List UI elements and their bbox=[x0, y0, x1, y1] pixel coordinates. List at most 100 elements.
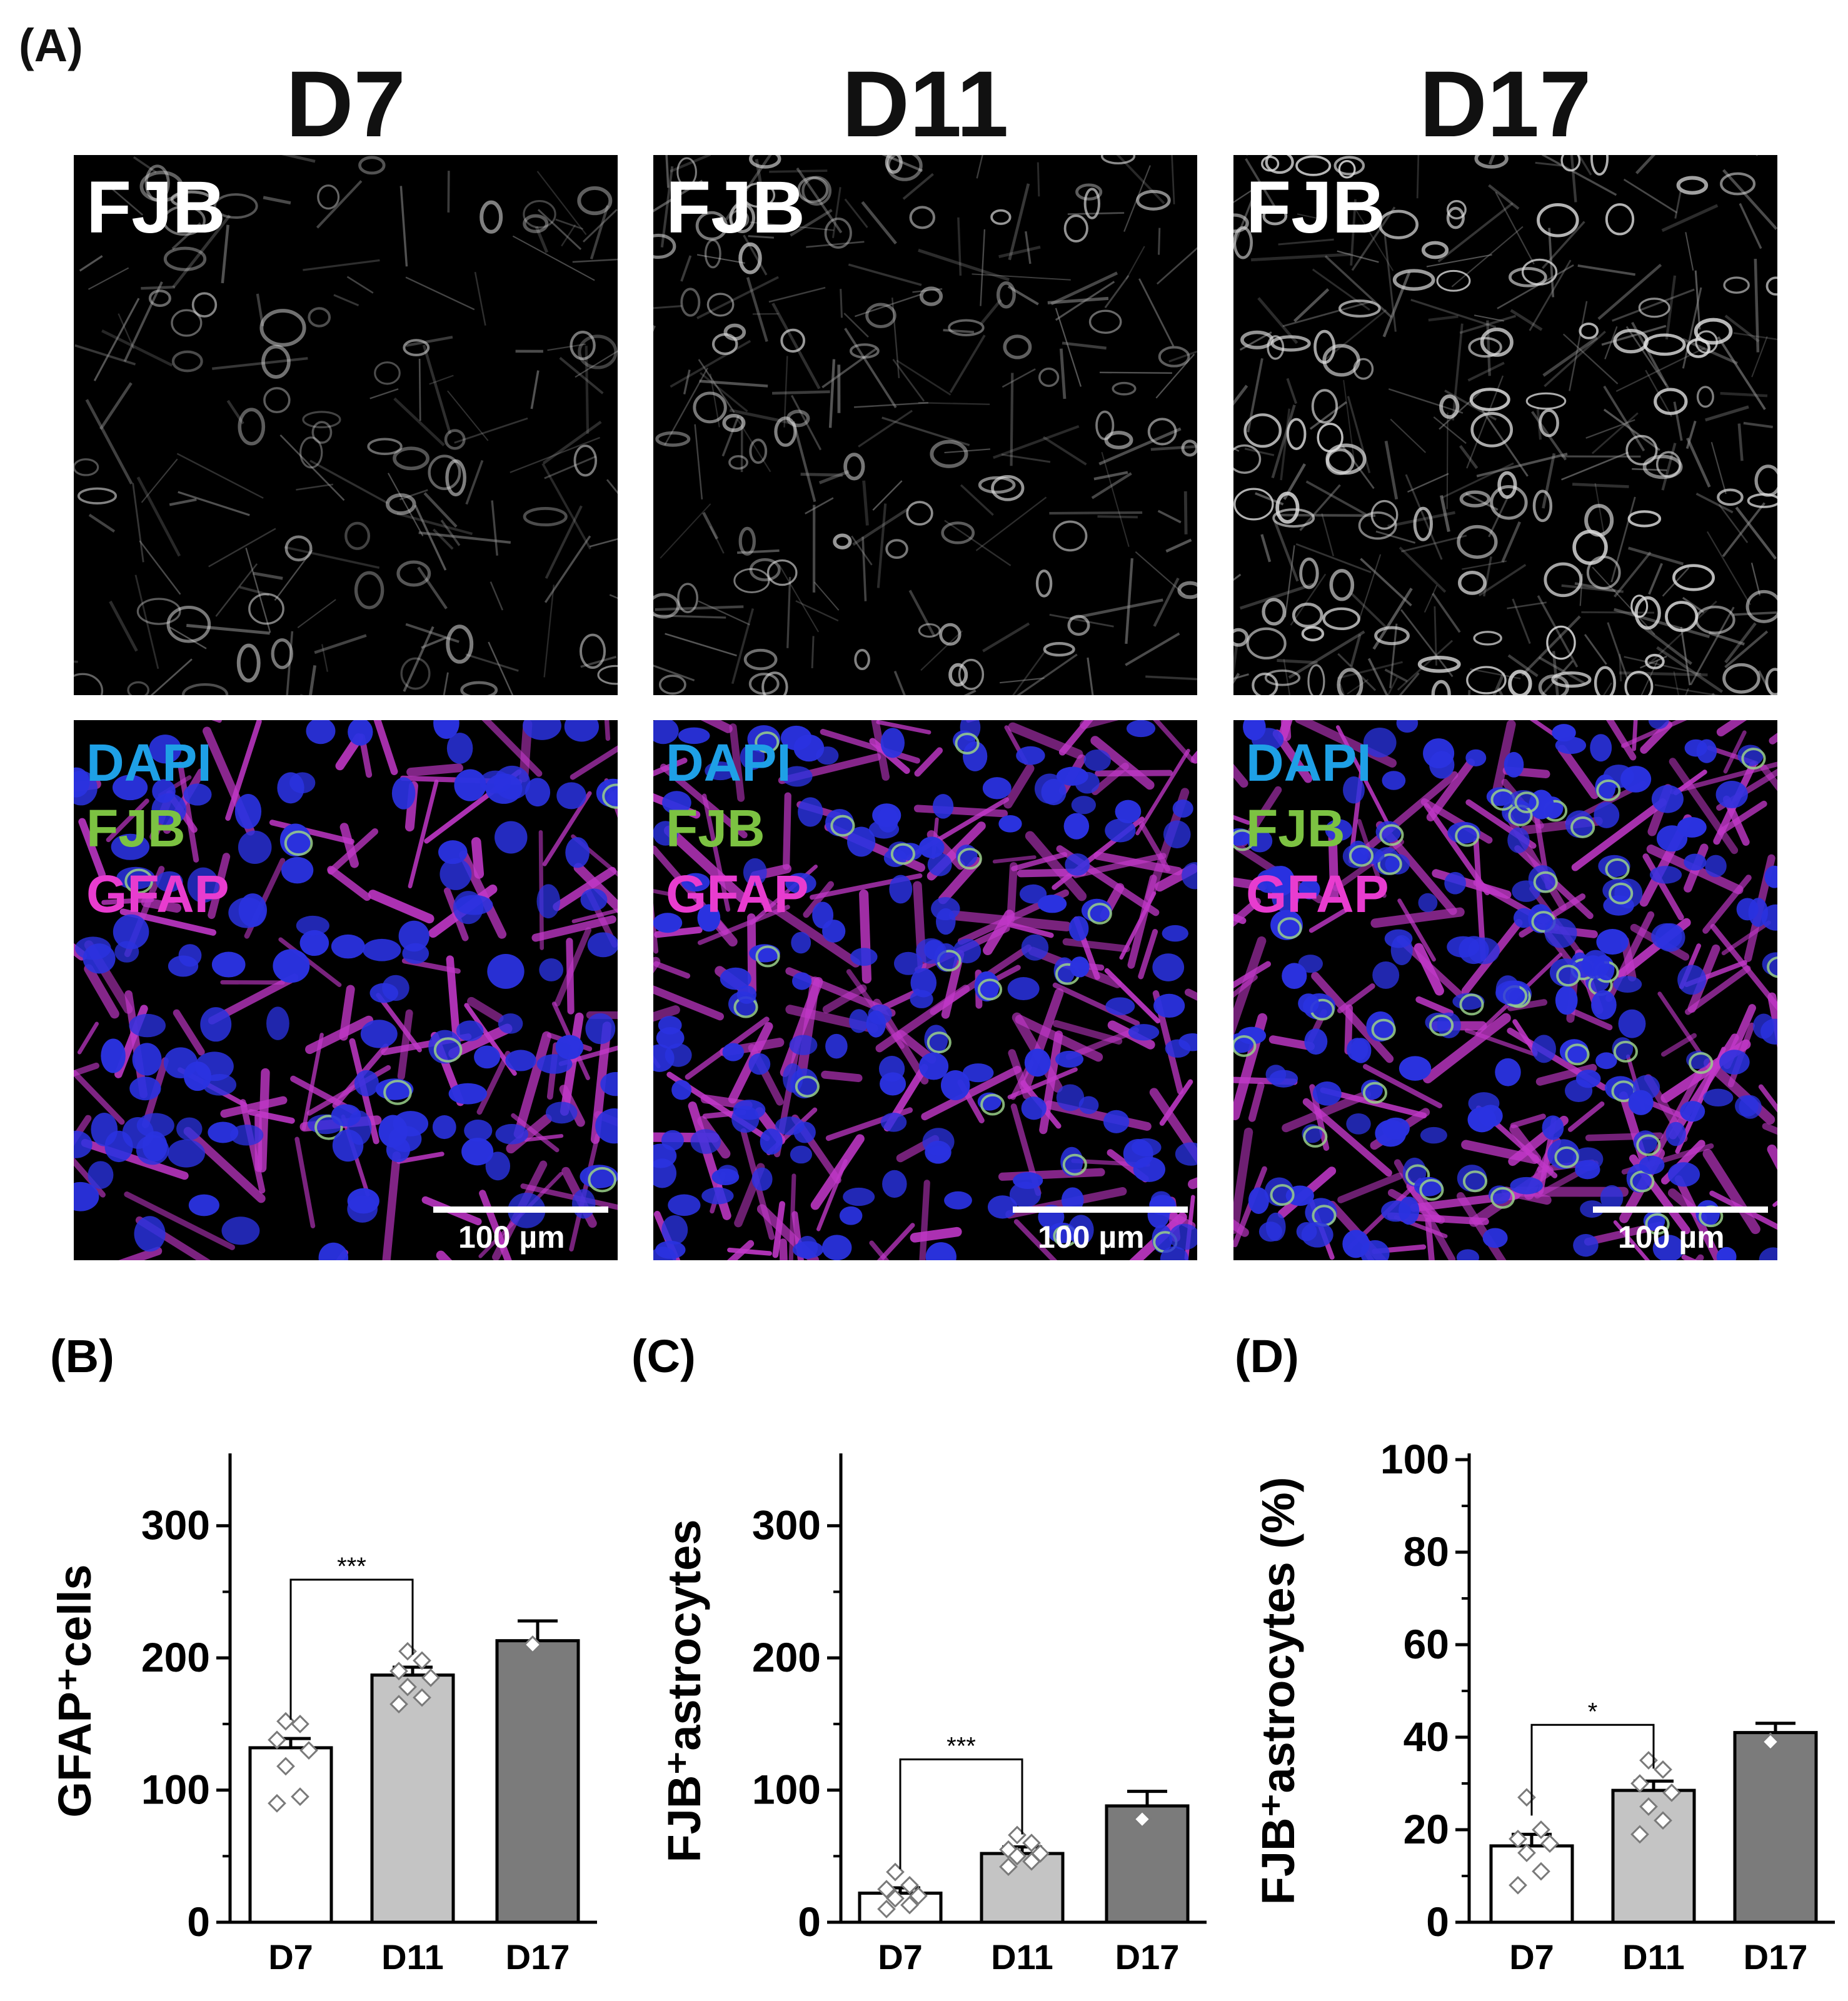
cell-process bbox=[465, 459, 484, 505]
fjb-cell bbox=[1497, 471, 1517, 499]
dapi-nucleus bbox=[556, 782, 586, 810]
cell-process bbox=[1049, 613, 1114, 628]
dapi-nucleus bbox=[661, 1130, 684, 1151]
cell-process bbox=[176, 453, 264, 499]
fjb-cell bbox=[1413, 506, 1433, 541]
dapi-nucleus bbox=[1600, 1185, 1624, 1211]
fjb-cell bbox=[1609, 882, 1634, 905]
dapi-nucleus bbox=[998, 815, 1022, 833]
cell-process bbox=[821, 348, 877, 389]
fjb-cell bbox=[308, 307, 331, 328]
fjb-cell bbox=[597, 664, 618, 685]
y-axis-label: GFAP⁺cells bbox=[49, 1564, 101, 1817]
fjb-cell bbox=[433, 1037, 463, 1063]
cell-process bbox=[423, 492, 458, 528]
y-tick-label: 100 bbox=[141, 1767, 210, 1813]
dapi-nucleus bbox=[722, 1043, 745, 1061]
gfap-process bbox=[1397, 898, 1436, 962]
dapi-nucleus bbox=[748, 1053, 771, 1075]
dapi-nucleus bbox=[1447, 936, 1480, 958]
fjb-cell bbox=[830, 815, 855, 837]
gfap-process bbox=[124, 1191, 235, 1250]
gfap-process bbox=[1233, 763, 1248, 788]
fjb-cell bbox=[1747, 493, 1777, 508]
cell-process bbox=[1612, 288, 1695, 322]
fjb-cell bbox=[1462, 1170, 1488, 1193]
fjb-cell bbox=[833, 533, 852, 549]
dapi-nucleus bbox=[1298, 955, 1323, 973]
fjb-cell bbox=[1075, 183, 1103, 201]
gfap-process bbox=[1632, 720, 1638, 751]
cell-process bbox=[683, 369, 691, 394]
cell-process bbox=[1709, 631, 1745, 646]
cell-process bbox=[169, 626, 207, 649]
gfap-process bbox=[1153, 720, 1195, 763]
cell-process bbox=[1233, 384, 1248, 406]
cell-process bbox=[1001, 453, 1051, 463]
cell-process bbox=[1682, 596, 1705, 613]
fjb-cell bbox=[263, 387, 291, 414]
cell-process bbox=[1171, 155, 1175, 204]
cell-process bbox=[1569, 301, 1588, 391]
gfap-process bbox=[1461, 1140, 1540, 1165]
bar-d17 bbox=[1105, 1804, 1190, 1924]
fjb-cell bbox=[890, 843, 915, 865]
cell-process bbox=[862, 480, 869, 526]
gfap-process bbox=[84, 964, 119, 1019]
cell-process bbox=[1233, 643, 1238, 681]
fjb-cell bbox=[749, 155, 781, 169]
gfap-process bbox=[1702, 875, 1752, 934]
fjb-cell bbox=[1333, 156, 1365, 176]
cell-process bbox=[1720, 391, 1768, 398]
fjb-cell bbox=[843, 453, 865, 481]
cell-process bbox=[561, 224, 576, 247]
fjb-cell bbox=[1636, 1134, 1661, 1156]
cell-process bbox=[1358, 554, 1382, 622]
cell-process bbox=[1685, 232, 1694, 271]
channel-label-gfap-d17: GFAP bbox=[1246, 865, 1389, 923]
fjb-cell bbox=[1439, 394, 1460, 419]
dapi-nucleus bbox=[1021, 934, 1049, 961]
cell-process bbox=[1282, 300, 1373, 328]
fjb-cell bbox=[742, 182, 776, 208]
cell-process bbox=[1739, 203, 1762, 249]
dapi-nucleus bbox=[132, 1043, 162, 1076]
y-tick-label: 200 bbox=[141, 1634, 210, 1680]
gfap-process bbox=[1091, 762, 1129, 795]
dapi-nucleus bbox=[1510, 1176, 1543, 1195]
fjb-cell bbox=[170, 190, 213, 209]
cell-process bbox=[418, 531, 511, 544]
dapi-nucleus bbox=[163, 1047, 198, 1079]
cell-process bbox=[1648, 600, 1717, 665]
gfap-process bbox=[1337, 1172, 1403, 1203]
gfap-process bbox=[729, 723, 745, 802]
dapi-nucleus bbox=[114, 941, 139, 963]
dapi-nucleus bbox=[1152, 953, 1185, 981]
cell-process bbox=[813, 581, 840, 611]
cell-process bbox=[1280, 408, 1291, 481]
cell-process bbox=[1432, 593, 1461, 633]
fjb-cell bbox=[1003, 334, 1032, 359]
fjb-cell bbox=[1100, 155, 1136, 165]
dapi-nucleus bbox=[1056, 766, 1088, 786]
cell-process bbox=[1157, 509, 1182, 524]
cell-process bbox=[512, 235, 595, 281]
cell-process bbox=[393, 397, 445, 447]
gfap-process bbox=[476, 1051, 511, 1115]
fjb-cell bbox=[1262, 598, 1287, 626]
data-point bbox=[291, 1715, 309, 1733]
cell-process bbox=[141, 286, 175, 290]
fjb-cell bbox=[786, 409, 810, 428]
fjb-cell bbox=[1466, 666, 1507, 695]
fjb-cell bbox=[653, 593, 680, 619]
cell-process bbox=[606, 479, 618, 494]
fjb-cell bbox=[1630, 594, 1649, 618]
cell-process bbox=[1093, 471, 1128, 481]
fjb-cell bbox=[1686, 338, 1710, 358]
gfap-process bbox=[74, 1062, 99, 1077]
fjb-cell bbox=[854, 649, 870, 671]
channel-label-fjb-d11: FJB bbox=[666, 799, 765, 858]
cell-process bbox=[1244, 448, 1275, 456]
dapi-nucleus bbox=[790, 1145, 813, 1164]
dapi-nucleus bbox=[1056, 1084, 1085, 1111]
